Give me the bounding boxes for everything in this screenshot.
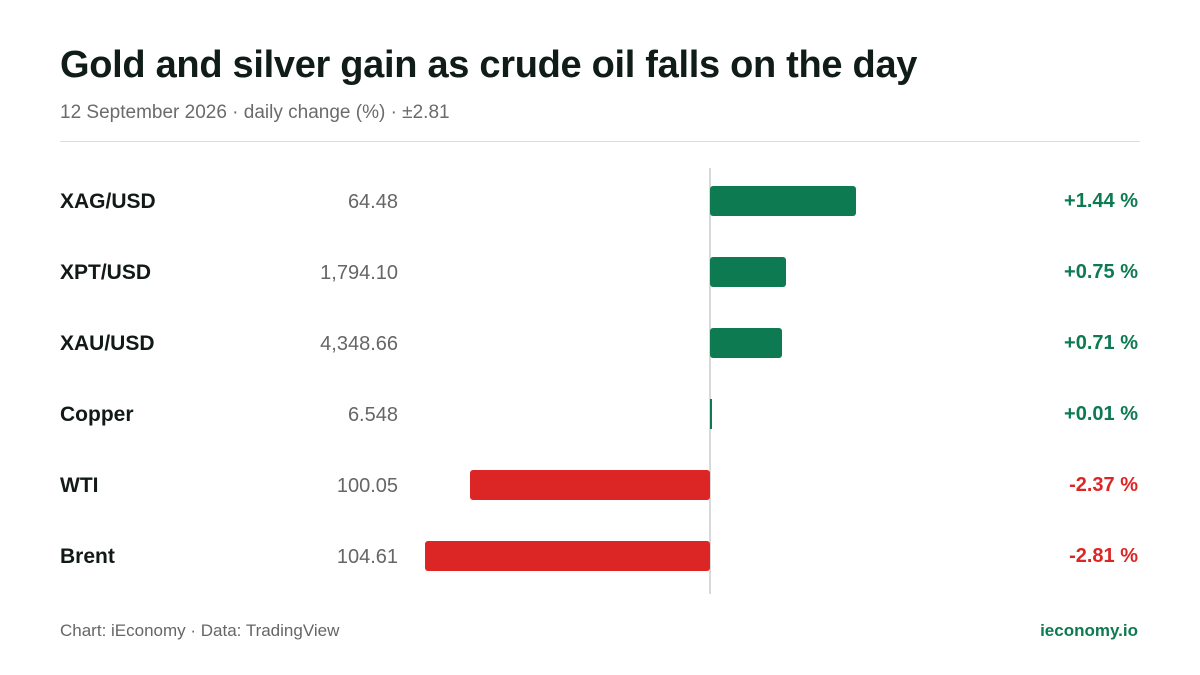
- price-value: 4,348.66: [320, 333, 398, 355]
- change-label: +1.44 %: [1064, 190, 1138, 212]
- chart-subtitle: 12 September 2026 · daily change (%) · ±…: [60, 102, 450, 123]
- price-value: 64.48: [347, 191, 398, 213]
- brand-link[interactable]: ieconomy.io: [1040, 621, 1138, 640]
- change-label: -2.37 %: [1069, 474, 1138, 496]
- bar: [710, 399, 712, 429]
- price-value: 104.61: [336, 546, 398, 568]
- chart-row: WTI 100.05 -2.37 %: [0, 452, 1200, 523]
- category-label: XAG/USD: [60, 190, 156, 213]
- category-label: XAU/USD: [60, 332, 155, 355]
- change-label: +0.01 %: [1064, 403, 1138, 425]
- category-label: WTI: [60, 474, 99, 497]
- price-value: 6.548: [347, 404, 398, 426]
- chart-title: Gold and silver gain as crude oil falls …: [60, 44, 918, 86]
- bar: [710, 186, 857, 216]
- zero-axis-line: [709, 168, 711, 594]
- change-label: +0.75 %: [1064, 261, 1138, 283]
- change-label: +0.71 %: [1064, 332, 1138, 354]
- chart-row: Brent 104.61 -2.81 %: [0, 523, 1200, 594]
- price-value: 1,794.10: [320, 262, 398, 284]
- bar: [710, 257, 787, 287]
- chart-row: XPT/USD 1,794.10 +0.75 %: [0, 239, 1200, 310]
- category-label: Brent: [60, 545, 115, 568]
- chart-row: Copper 6.548 +0.01 %: [0, 381, 1200, 452]
- header-divider: [60, 141, 1140, 142]
- bar: [425, 541, 710, 571]
- bar: [469, 470, 710, 500]
- price-value: 100.05: [336, 475, 398, 497]
- chart-row: XAU/USD 4,348.66 +0.71 %: [0, 310, 1200, 381]
- change-label: -2.81 %: [1069, 545, 1138, 567]
- category-label: Copper: [60, 403, 134, 426]
- chart-row: XAG/USD 64.48 +1.44 %: [0, 168, 1200, 239]
- category-label: XPT/USD: [60, 261, 152, 284]
- chart-source: Chart: iEconomy · Data: TradingView: [60, 621, 340, 640]
- bar: [710, 328, 782, 358]
